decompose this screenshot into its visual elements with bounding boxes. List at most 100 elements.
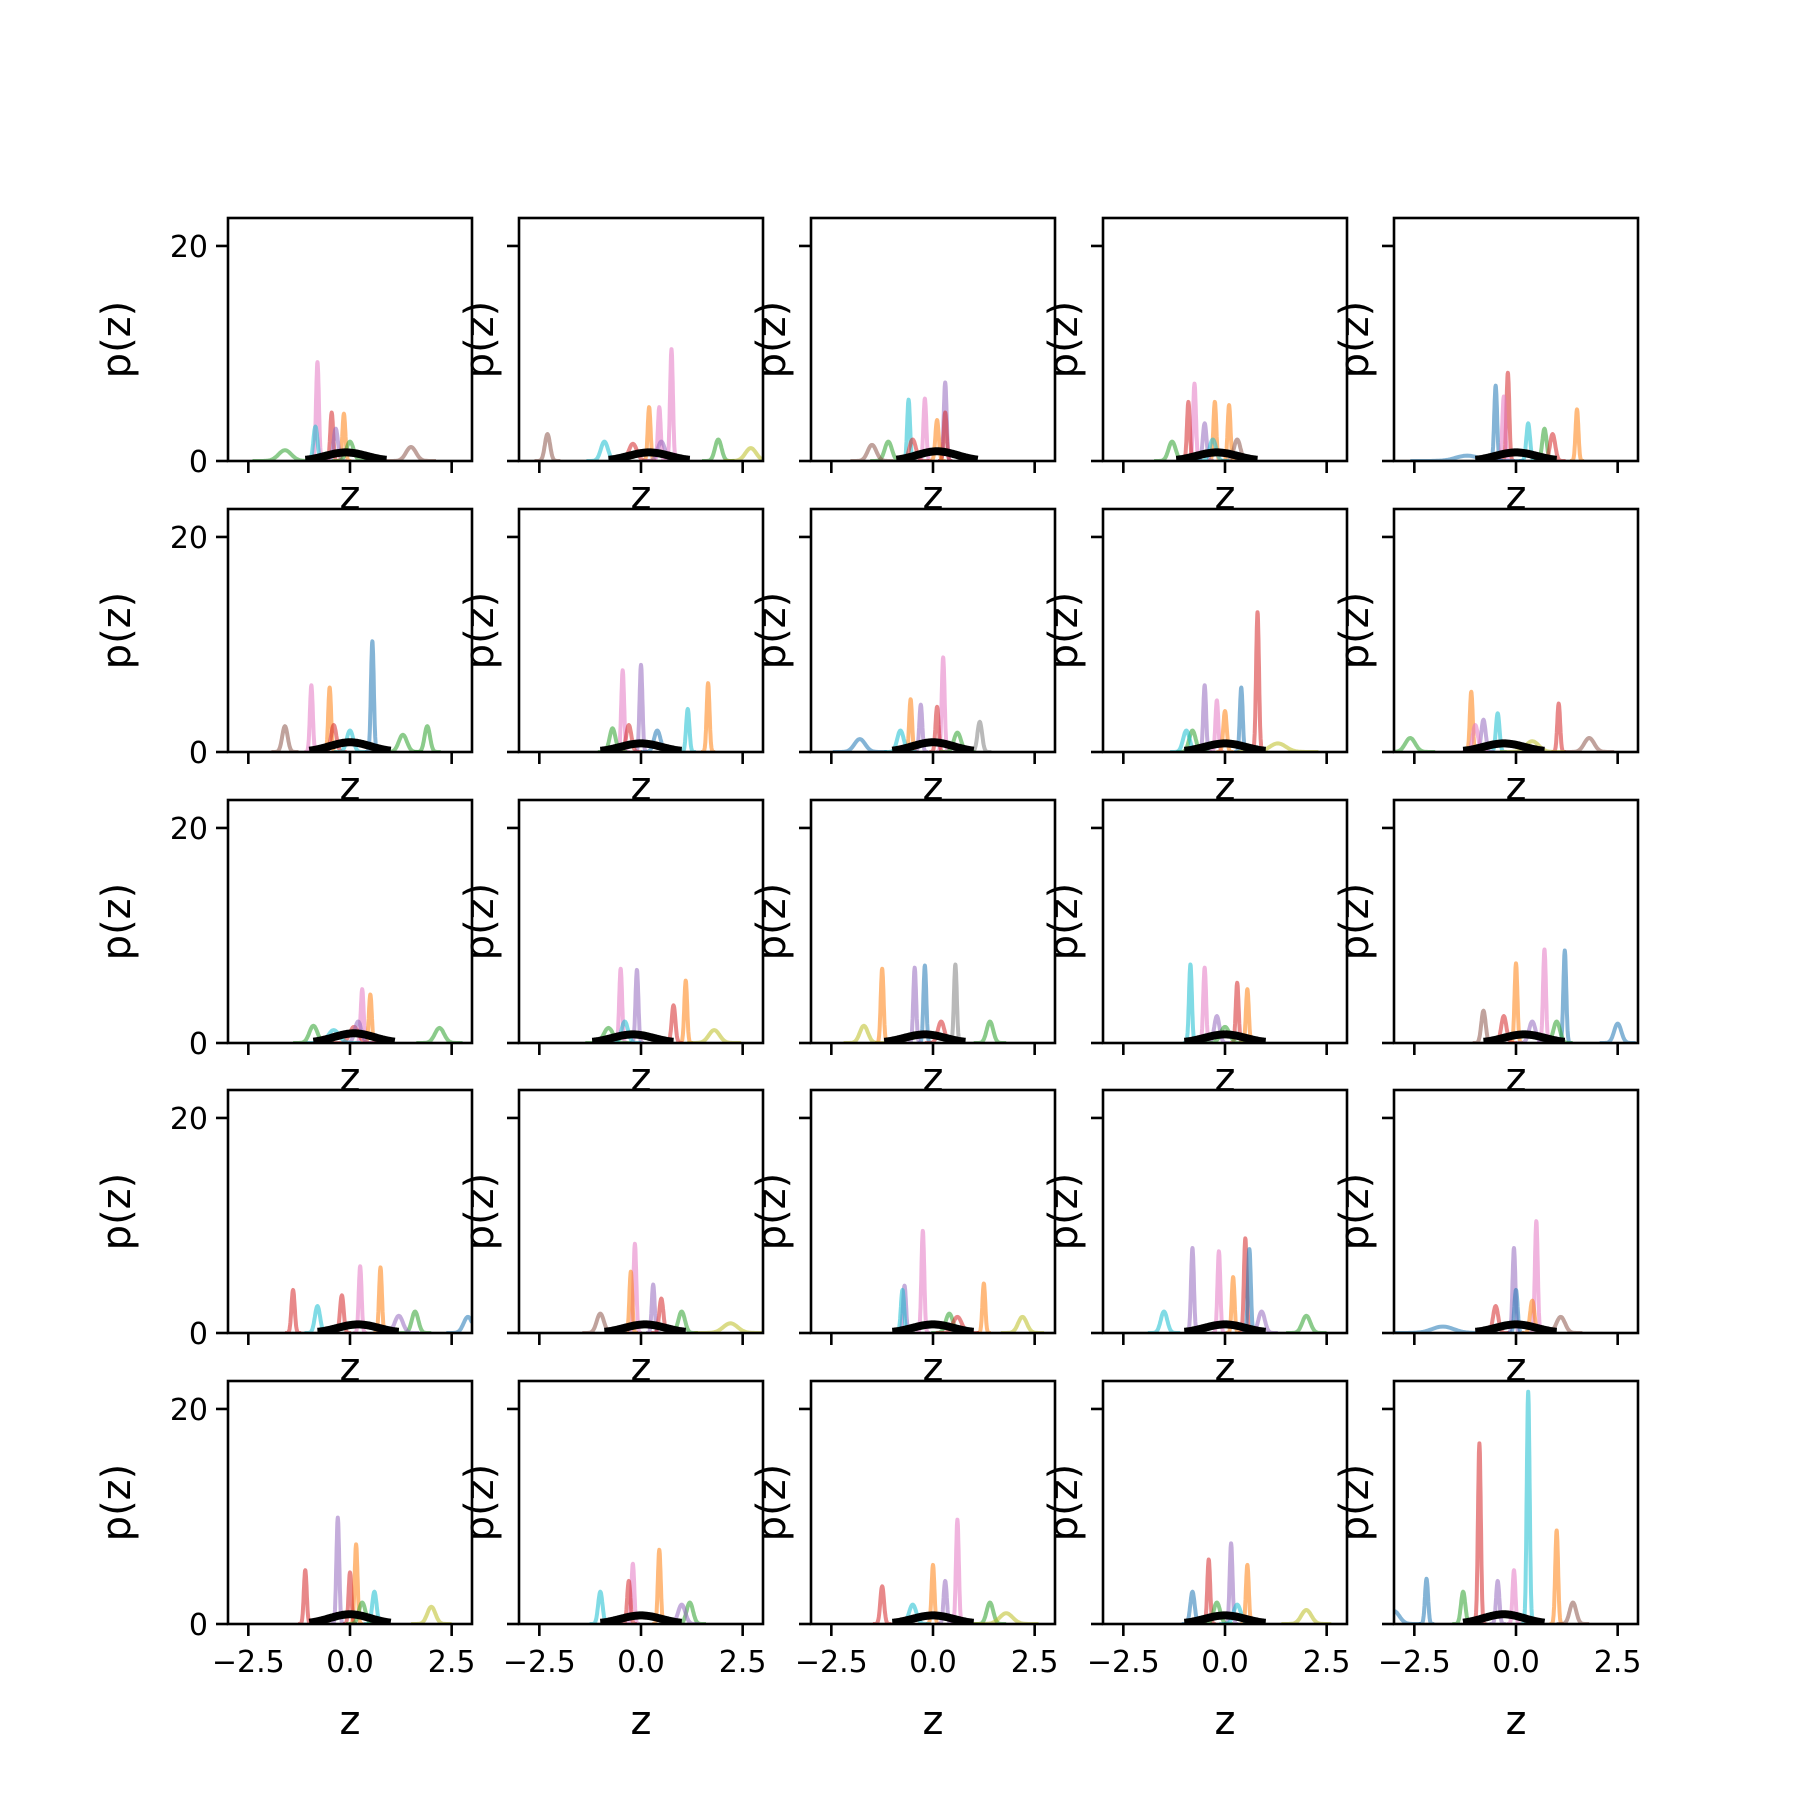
axes-frame: [226, 798, 474, 1045]
axes-frame: [809, 216, 1057, 463]
y-axis-label: p(z): [1332, 301, 1378, 379]
density-curve-3: [871, 1584, 894, 1624]
density-curves: [1394, 689, 1616, 752]
x-tick-label: 0.0: [326, 1645, 374, 1680]
subplot-3-1: 0 20: [170, 798, 474, 1062]
x-tick-label: 2.5: [1594, 1645, 1642, 1680]
density-curve-1: [1181, 962, 1200, 1043]
density-curve-7: [1284, 1313, 1328, 1333]
x-axis-label: z: [340, 1345, 361, 1391]
x-tick-label: −2.5: [212, 1645, 285, 1680]
density-curve-1: [914, 1228, 932, 1333]
density-curve-5: [700, 437, 736, 461]
density-curve-7: [444, 1314, 472, 1333]
density-curve-6: [384, 445, 438, 461]
x-tick-label: 2.5: [1303, 1645, 1351, 1680]
density-curves: [1394, 1389, 1591, 1624]
y-tick-label: 0: [189, 1027, 208, 1062]
density-curve-5: [412, 724, 443, 752]
x-axis-label: z: [631, 764, 652, 810]
aggregate-curve: [1460, 1610, 1548, 1624]
aggregate-curve: [1181, 739, 1269, 752]
density-curve-8: [1394, 1609, 1423, 1624]
subplot-5-4: −2.5 0.0 2.5: [1087, 1379, 1351, 1680]
y-axis-label: p(z): [1332, 1173, 1378, 1251]
density-curves: [889, 1228, 1046, 1333]
x-axis-label: z: [631, 1055, 652, 1101]
density-curve-5: [972, 1600, 1008, 1624]
density-curve-7: [1417, 1576, 1436, 1624]
aggregate-curve: [306, 1610, 394, 1624]
density-curve-7: [305, 1028, 362, 1043]
density-curve-8: [1236, 741, 1320, 752]
subplot-1-1: 0 20: [170, 216, 474, 480]
x-axis-label: z: [923, 1345, 944, 1391]
x-axis-label: z: [340, 473, 361, 519]
aggregate-curve: [601, 1320, 689, 1333]
density-curve-3: [283, 1288, 303, 1333]
y-tick-label: 20: [170, 1102, 208, 1137]
aggregate-curve: [1460, 739, 1548, 752]
density-curve-6: [972, 1611, 1040, 1624]
aggregate-curve: [889, 1611, 977, 1624]
y-axis-label: p(z): [457, 1464, 503, 1542]
x-tick-label: −2.5: [795, 1645, 868, 1680]
density-curves: [1181, 962, 1269, 1043]
x-axis-label: z: [1506, 764, 1527, 810]
density-curve-6: [831, 737, 888, 752]
density-curve-3: [296, 1568, 315, 1624]
x-axis-label: z: [1506, 1345, 1527, 1391]
subplot-5-1: −2.5 0.0 2.5 0 20: [170, 1379, 476, 1680]
axes-frame: [517, 798, 765, 1045]
y-tick-label: 20: [170, 230, 208, 265]
subplot-2-3: [799, 507, 1057, 764]
y-axis-label: p(z): [1332, 1464, 1378, 1542]
axes-frame: [517, 1379, 765, 1626]
density-curve-2: [632, 662, 650, 752]
axes-frame: [1101, 1088, 1349, 1335]
x-tick-label: −2.5: [1378, 1645, 1451, 1680]
density-curves: [296, 1515, 453, 1624]
subplot-4-3: [799, 1088, 1057, 1345]
x-tick-label: 0.0: [617, 1645, 665, 1680]
y-axis-label: p(z): [457, 883, 503, 961]
aggregate-curve: [1173, 448, 1261, 461]
density-curves: [283, 1264, 472, 1333]
x-tick-label: 0.0: [1201, 1645, 1249, 1680]
aggregate-curve: [597, 1611, 685, 1624]
density-curve-1: [948, 1517, 967, 1624]
y-tick-label: 20: [170, 1393, 208, 1428]
density-curve-5: [1598, 1021, 1638, 1043]
aggregate-curve: [881, 1030, 969, 1043]
y-axis-label: p(z): [94, 1173, 140, 1251]
y-tick-label: 0: [189, 1608, 208, 1643]
density-curves: [1152, 381, 1261, 461]
aggregate-curve: [1472, 448, 1560, 461]
axis-labels: z p(z) z p(z) z p(z) z p(z) z p(z) z p(z) z p(z) z p(z)…: [94, 301, 1527, 1744]
aggregate-curve: [1480, 1030, 1568, 1043]
x-axis-label: z: [631, 1698, 652, 1744]
density-curves: [584, 966, 743, 1043]
density-curve-4: [677, 707, 698, 752]
y-tick-label: 0: [189, 1317, 208, 1352]
density-curve-3: [676, 978, 695, 1043]
x-axis-label: z: [1215, 1698, 1236, 1744]
density-curve-8: [1498, 739, 1566, 752]
density-curve-1: [1248, 610, 1267, 752]
y-tick-label: 20: [170, 521, 208, 556]
x-axis-label: z: [1506, 1698, 1527, 1744]
x-axis-label: z: [1215, 1345, 1236, 1391]
subplot-3-2: [507, 798, 765, 1055]
y-tick-label: 0: [189, 445, 208, 480]
density-curve-2: [873, 966, 891, 1043]
subplot-3-5: [1382, 798, 1640, 1055]
y-axis-label: p(z): [1041, 1464, 1087, 1542]
aggregate-curve: [893, 447, 981, 461]
density-curve-1: [1183, 1246, 1202, 1333]
density-curve-1: [662, 347, 681, 461]
subplot-5-2: −2.5 0.0 2.5: [503, 1379, 767, 1680]
axes-frame: [1101, 216, 1349, 463]
x-axis-label: z: [631, 1345, 652, 1391]
aggregate-curve: [1181, 1320, 1269, 1333]
